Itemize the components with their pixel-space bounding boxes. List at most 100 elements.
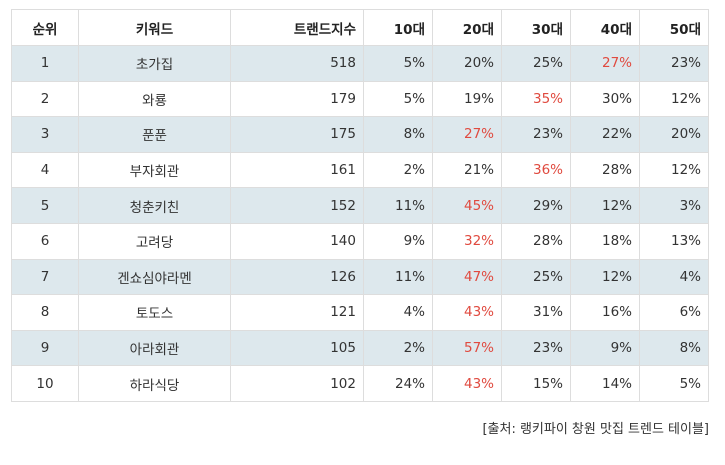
rank-cell: 6 (11, 222, 79, 260)
age-share-cell: 9% (570, 329, 640, 367)
rank-cell: 8 (11, 294, 79, 331)
age-share-cell: 23% (501, 329, 571, 367)
age-share-cell: 45% (432, 187, 502, 224)
trend-index-cell: 126 (230, 258, 364, 296)
age-share-cell: 5% (363, 45, 433, 82)
age-share-cell: 23% (639, 45, 709, 82)
table-header-row: 순위 키워드 트랜드지수 10대 20대 30대 40대 50대 (11, 9, 709, 46)
age-share-cell: 12% (570, 258, 640, 296)
age-share-cell: 23% (501, 116, 571, 153)
age-share-cell: 27% (432, 116, 502, 153)
trend-index-cell: 105 (230, 329, 364, 367)
age-share-cell: 12% (639, 80, 709, 118)
trend-index-cell: 102 (230, 365, 364, 402)
age-share-cell: 5% (363, 80, 433, 118)
age-share-cell: 5% (639, 365, 709, 402)
header-age-20s: 20대 (432, 9, 502, 46)
table-row: 6 고려당 140 9% 32% 28% 18% 13% (11, 222, 709, 260)
age-share-cell: 43% (432, 294, 502, 331)
table-row: 3 푼푼 175 8% 27% 23% 22% 20% (11, 116, 709, 153)
age-share-cell: 2% (363, 329, 433, 367)
age-share-cell: 4% (363, 294, 433, 331)
age-share-cell: 25% (501, 258, 571, 296)
age-share-cell: 24% (363, 365, 433, 402)
age-share-cell: 4% (639, 258, 709, 296)
table-row: 9 아라회관 105 2% 57% 23% 9% 8% (11, 329, 709, 367)
keyword-cell: 푼푼 (78, 116, 231, 153)
header-trend-index: 트랜드지수 (230, 9, 364, 46)
table-row: 4 부자회관 161 2% 21% 36% 28% 12% (11, 151, 709, 189)
age-share-cell: 25% (501, 45, 571, 82)
age-share-cell: 29% (501, 187, 571, 224)
header-age-50s: 50대 (639, 9, 709, 46)
header-age-10s: 10대 (363, 9, 433, 46)
table-body: 1 초가집 518 5% 20% 25% 27% 23% 2 와룡 179 5% 19% 35% 30% 12… (11, 45, 709, 402)
age-share-cell: 22% (570, 116, 640, 153)
age-share-cell: 8% (639, 329, 709, 367)
trend-index-cell: 152 (230, 187, 364, 224)
table-row: 8 토도스 121 4% 43% 31% 16% 6% (11, 294, 709, 331)
keyword-cell: 초가집 (78, 45, 231, 82)
age-share-cell: 11% (363, 258, 433, 296)
rank-cell: 9 (11, 329, 79, 367)
table-row: 5 청춘키친 152 11% 45% 29% 12% 3% (11, 187, 709, 224)
rank-cell: 1 (11, 45, 79, 82)
age-share-cell: 18% (570, 222, 640, 260)
age-share-cell: 19% (432, 80, 502, 118)
age-share-cell: 47% (432, 258, 502, 296)
rank-cell: 3 (11, 116, 79, 153)
age-share-cell: 16% (570, 294, 640, 331)
rank-cell: 5 (11, 187, 79, 224)
age-share-cell: 20% (432, 45, 502, 82)
age-share-cell: 20% (639, 116, 709, 153)
keyword-cell: 와룡 (78, 80, 231, 118)
header-age-40s: 40대 (570, 9, 640, 46)
age-share-cell: 21% (432, 151, 502, 189)
age-share-cell: 35% (501, 80, 571, 118)
keyword-cell: 아라회관 (78, 329, 231, 367)
age-share-cell: 31% (501, 294, 571, 331)
age-share-cell: 14% (570, 365, 640, 402)
age-share-cell: 36% (501, 151, 571, 189)
header-rank: 순위 (11, 9, 79, 46)
age-share-cell: 12% (570, 187, 640, 224)
trend-index-cell: 140 (230, 222, 364, 260)
age-share-cell: 32% (432, 222, 502, 260)
rank-cell: 10 (11, 365, 79, 402)
trend-index-cell: 161 (230, 151, 364, 189)
age-share-cell: 9% (363, 222, 433, 260)
age-share-cell: 3% (639, 187, 709, 224)
age-share-cell: 11% (363, 187, 433, 224)
keyword-cell: 겐쇼심야라멘 (78, 258, 231, 296)
keyword-cell: 하라식당 (78, 365, 231, 402)
rank-cell: 2 (11, 80, 79, 118)
age-share-cell: 8% (363, 116, 433, 153)
header-age-30s: 30대 (501, 9, 571, 46)
age-share-cell: 28% (501, 222, 571, 260)
trend-index-cell: 518 (230, 45, 364, 82)
age-share-cell: 30% (570, 80, 640, 118)
table-row: 1 초가집 518 5% 20% 25% 27% 23% (11, 45, 709, 82)
keyword-cell: 토도스 (78, 294, 231, 331)
age-share-cell: 27% (570, 45, 640, 82)
trend-index-cell: 175 (230, 116, 364, 153)
age-share-cell: 2% (363, 151, 433, 189)
age-share-cell: 57% (432, 329, 502, 367)
age-share-cell: 12% (639, 151, 709, 189)
trend-index-cell: 179 (230, 80, 364, 118)
rank-cell: 4 (11, 151, 79, 189)
keyword-cell: 청춘키친 (78, 187, 231, 224)
keyword-cell: 고려당 (78, 222, 231, 260)
table-row: 7 겐쇼심야라멘 126 11% 47% 25% 12% 4% (11, 258, 709, 296)
table-row: 10 하라식당 102 24% 43% 15% 14% 5% (11, 365, 709, 402)
age-share-cell: 6% (639, 294, 709, 331)
keyword-cell: 부자회관 (78, 151, 231, 189)
age-share-cell: 15% (501, 365, 571, 402)
age-share-cell: 28% (570, 151, 640, 189)
header-keyword: 키워드 (78, 9, 231, 46)
table-row: 2 와룡 179 5% 19% 35% 30% 12% (11, 80, 709, 118)
age-share-cell: 43% (432, 365, 502, 402)
trend-index-cell: 121 (230, 294, 364, 331)
source-caption: [출처: 랭키파이 창원 맛집 트렌드 테이블] (482, 422, 709, 437)
rank-cell: 7 (11, 258, 79, 296)
